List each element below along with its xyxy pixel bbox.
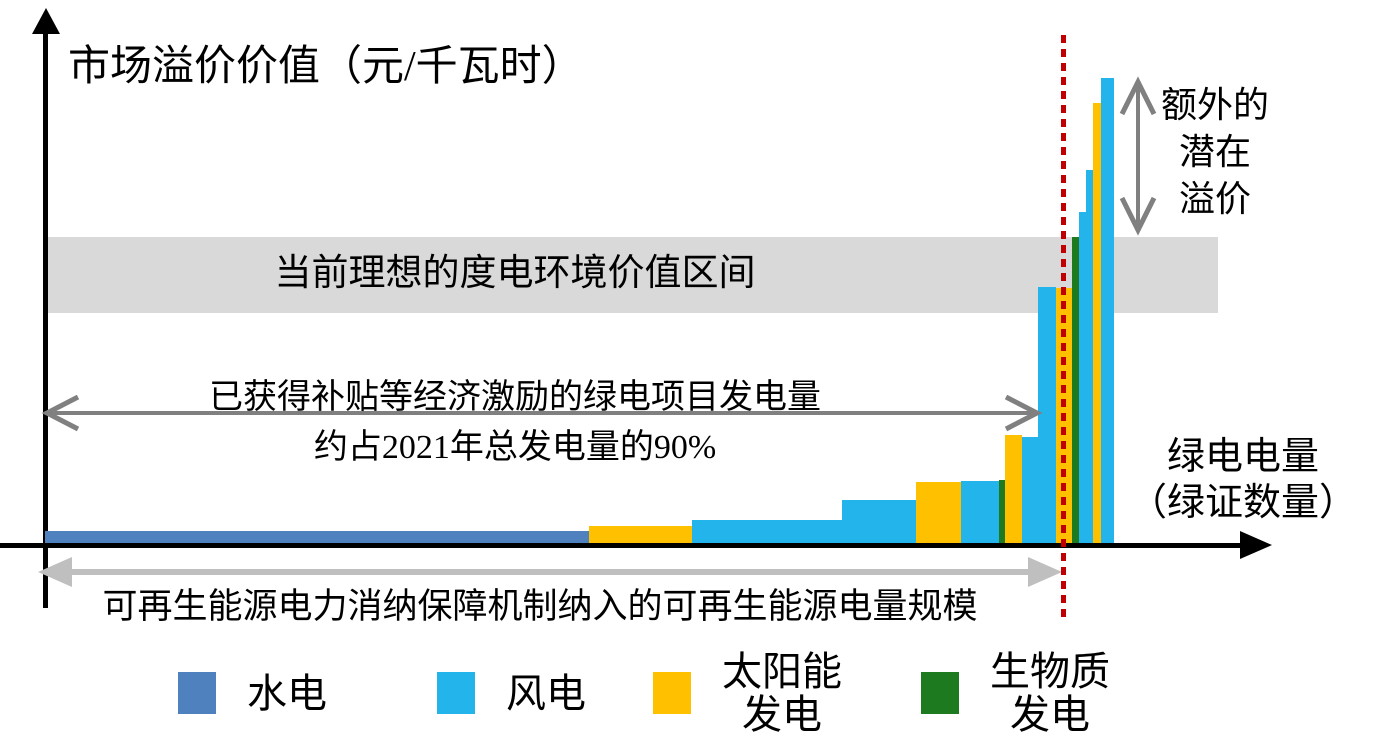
x-axis-title: 绿电电量 （绿证数量） xyxy=(1118,434,1368,526)
bar-wind xyxy=(692,520,842,546)
y-axis-line xyxy=(43,30,48,608)
x-axis-title-line1: 绿电电量 xyxy=(1166,436,1319,478)
x-axis-line xyxy=(0,543,1244,548)
bar-solar xyxy=(1005,435,1022,546)
consumption-guarantee-caption: 可再生能源电力消纳保障机制纳入的可再生能源电量规模 xyxy=(102,587,978,626)
legend-label-biomass: 生物质 发电 xyxy=(990,649,1110,737)
reference-dotted-line xyxy=(1061,35,1066,617)
extra-premium-double-arrow-icon xyxy=(1119,76,1157,236)
hydro-swatch-icon xyxy=(178,672,216,714)
legend-item-hydro: 水电 xyxy=(178,650,327,736)
legend-label-hydro: 水电 xyxy=(247,670,327,716)
bar-wind xyxy=(1101,78,1114,546)
solar-swatch-icon xyxy=(653,672,691,714)
bar-solar xyxy=(589,526,692,546)
legend-label-solar: 太阳能 发电 xyxy=(722,649,842,737)
subsidized-share-double-arrow-icon xyxy=(41,395,1043,432)
extra-premium-caption: 额外的 潜在 溢价 xyxy=(1160,85,1269,219)
legend-item-wind: 风电 xyxy=(437,650,586,736)
bar-wind xyxy=(1086,170,1093,546)
legend-item-solar: 太阳能 发电 xyxy=(653,650,842,736)
subsidized-share-caption-line2: 约占2021年总发电量的90% xyxy=(313,429,717,466)
bar-wind xyxy=(961,481,999,546)
bar-hydro xyxy=(45,531,589,546)
bar-wind xyxy=(842,500,916,546)
x-axis-arrowhead-icon xyxy=(1240,531,1272,559)
ideal-value-band-label: 当前理想的度电环境价值区间 xyxy=(274,253,756,294)
ideal-value-band xyxy=(48,237,1218,313)
legend-label-wind: 风电 xyxy=(506,670,586,716)
y-axis-arrowhead-icon xyxy=(32,8,60,34)
bar-wind xyxy=(1079,212,1086,546)
bar-wind xyxy=(1022,437,1038,546)
bar-biomass xyxy=(999,480,1005,546)
x-axis-title-line2: （绿证数量） xyxy=(1128,482,1357,524)
bar-solar xyxy=(1093,103,1101,546)
legend-item-biomass: 生物质 发电 xyxy=(921,650,1110,736)
bar-solar xyxy=(916,482,961,546)
y-axis-title: 市场溢价价值（元/千瓦时） xyxy=(68,44,584,90)
wind-swatch-icon xyxy=(437,672,475,714)
biomass-swatch-icon xyxy=(921,672,959,714)
bar-biomass xyxy=(1072,237,1079,546)
consumption-guarantee-double-arrow-icon xyxy=(38,557,1062,587)
bar-wind xyxy=(1038,287,1056,546)
subsidized-share-caption-line1: 已获得补贴等经济激励的绿电项目发电量 xyxy=(209,379,821,416)
